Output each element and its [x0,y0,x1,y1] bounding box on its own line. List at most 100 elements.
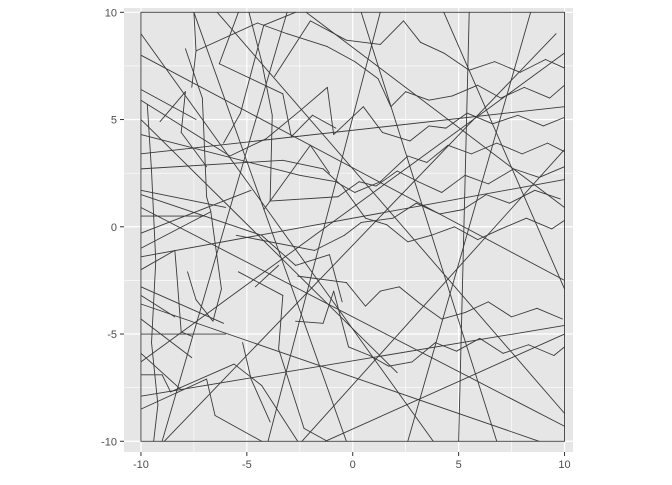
line-segment [248,11,263,63]
line-segment [428,95,453,101]
line-segment [326,46,356,63]
line-segment [223,112,241,144]
line-segment [458,11,470,442]
line-segment [434,342,457,352]
line-segment [551,219,565,230]
line-segment [341,185,366,219]
line-segment [502,344,529,354]
line-segment [477,228,502,241]
line-segment [240,24,265,114]
line-segment [445,112,468,129]
line-segment [278,348,305,429]
line-segment [521,142,549,155]
line-segment [381,131,411,142]
line-segment [309,20,347,41]
line-segment [254,264,280,288]
line-segment [388,361,413,367]
line-segment [140,325,565,397]
x-tick-label: 5 [456,459,462,471]
line-segment [441,312,466,320]
x-tick-label: -5 [242,459,252,471]
line-segment [392,202,417,219]
line-segment [547,142,565,153]
line-segment [140,189,227,208]
line-segment [328,254,343,303]
line-segment [214,415,263,442]
line-segment [299,174,337,183]
line-segment [443,11,565,290]
line-segment [386,224,409,243]
line-segment [322,290,335,324]
line-segment [358,181,377,187]
line-segment [140,134,301,176]
y-tick-label: -5 [107,329,117,341]
line-segment [286,33,328,48]
line-segment [517,114,544,127]
line-segment [180,131,208,168]
y-tick-label: 5 [111,115,117,127]
line-segment [326,86,335,136]
line-segment [360,11,498,442]
line-segment [379,286,400,292]
line-segment [309,144,330,174]
line-segment [146,104,152,172]
line-segment [500,217,527,230]
line-segment [420,303,443,320]
line-segment [273,20,311,78]
line-segment [159,91,186,123]
x-tick-label: -10 [133,459,149,471]
line-segment [233,363,263,386]
y-tick-label: 0 [111,222,117,234]
line-segment [364,290,381,307]
line-segment [184,48,203,99]
line-segment [269,114,273,202]
line-segment [536,307,563,320]
line-segment [337,181,360,198]
line-segment [153,404,159,442]
line-segment [303,427,328,442]
line-segment [519,59,546,73]
line-segment [180,91,186,133]
line-segment [477,84,502,99]
x-tick-label: 0 [350,459,356,471]
line-segment [348,346,371,356]
line-segment [282,93,292,138]
line-segment [549,84,565,99]
line-segment [354,181,381,193]
line-segment [496,142,523,155]
line-segment [398,286,421,305]
line-segment [362,106,383,133]
line-segment [528,344,555,356]
line-segment [140,378,208,410]
line-segment [417,181,443,193]
line-segment [420,41,445,54]
line-segment [441,174,466,193]
line-segment [451,84,479,97]
line-segment [237,271,284,296]
line-segment [161,11,288,442]
line-segment [140,318,193,359]
line-segment [487,301,513,318]
line-segment [345,39,381,45]
line-segment [379,20,405,45]
line-segment [553,346,565,356]
line-segment [333,290,349,348]
line-segment [411,342,436,363]
line-segment [176,275,182,333]
line-segment [278,294,284,350]
plot-panel [124,8,573,452]
line-segment [487,168,515,185]
line-segment [263,200,271,211]
line-segment [151,170,157,262]
line-segment [439,209,464,215]
line-segment [269,144,311,202]
line-segment [295,320,324,324]
line-segment [193,11,197,52]
y-tick-label: -10 [101,436,117,448]
line-segment [210,211,222,290]
line-segment [377,78,392,108]
line-segment [312,114,337,129]
line-segment [462,194,487,211]
line-segment [206,196,212,213]
